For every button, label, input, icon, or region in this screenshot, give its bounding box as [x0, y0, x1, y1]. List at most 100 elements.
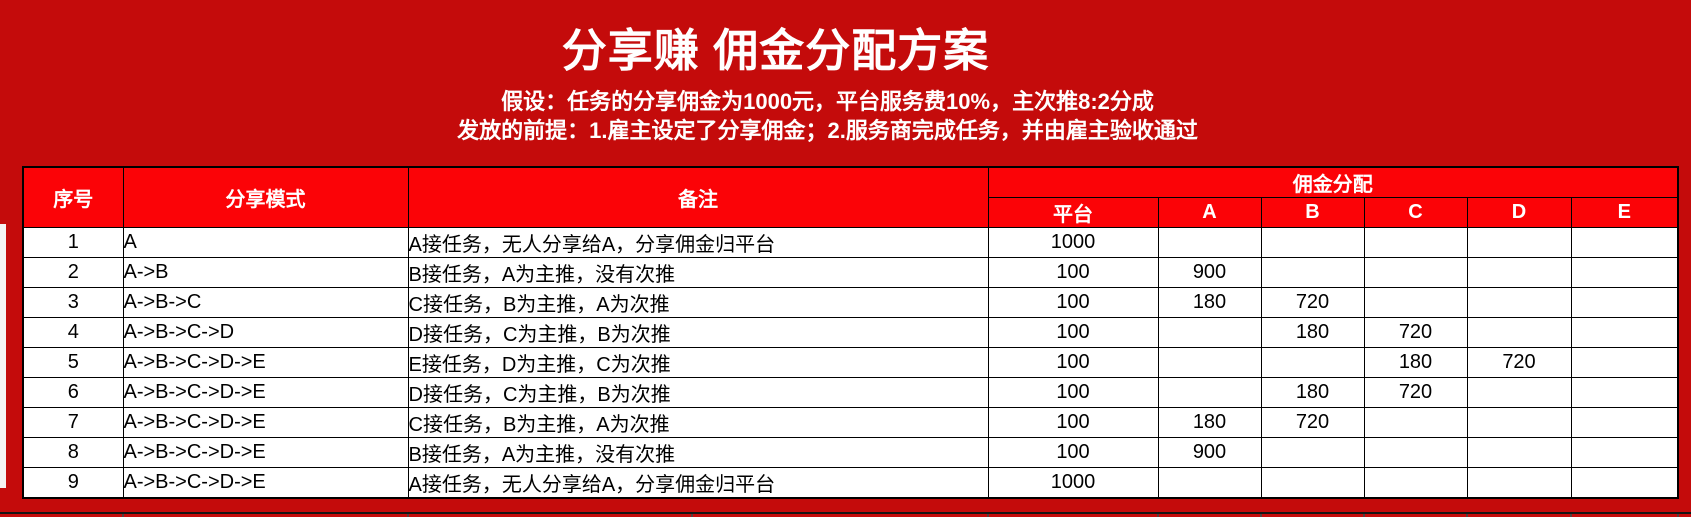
- cell-amount-c: [1363, 257, 1468, 288]
- cell-amount-e: [1570, 407, 1679, 438]
- cell-mode: A->B->C->D->E: [122, 467, 409, 499]
- table-row: 9 A->B->C->D->E A接任务，无人分享给A，分享佣金归平台 1000: [22, 467, 1679, 499]
- col-header-note: 备注: [407, 166, 989, 228]
- gridline-tick: [1157, 514, 1159, 517]
- cell-amount-platform: 1000: [987, 467, 1159, 499]
- cell-mode: A->B: [122, 257, 409, 288]
- cell-amount-platform: 1000: [987, 227, 1159, 258]
- cell-amount-a: 900: [1157, 437, 1262, 468]
- cell-amount-platform: 100: [987, 287, 1159, 318]
- gridline-tick: [691, 514, 693, 517]
- col-header-d: D: [1466, 197, 1572, 228]
- cell-mode: A->B->C: [122, 287, 409, 318]
- cell-amount-a: 180: [1157, 287, 1262, 318]
- cell-amount-b: 720: [1260, 407, 1365, 438]
- cell-amount-platform: 100: [987, 347, 1159, 378]
- cell-amount-a: [1157, 317, 1262, 348]
- cell-amount-b: 720: [1260, 287, 1365, 318]
- gridline-tick: [1466, 514, 1468, 517]
- cell-amount-c: 720: [1363, 317, 1468, 348]
- col-header-b: B: [1260, 197, 1365, 228]
- cell-mode: A->B->C->D: [122, 317, 409, 348]
- cell-amount-d: [1466, 227, 1572, 258]
- cell-amount-d: [1466, 317, 1572, 348]
- table-row: 4 A->B->C->D D接任务，C为主推，B为次推 100 180 720: [22, 317, 1679, 348]
- cell-amount-c: [1363, 407, 1468, 438]
- cell-amount-c: [1363, 227, 1468, 258]
- cell-amount-e: [1570, 467, 1679, 499]
- cell-amount-c: [1363, 467, 1468, 499]
- cell-amount-c: 180: [1363, 347, 1468, 378]
- cell-amount-e: [1570, 437, 1679, 468]
- cell-amount-b: [1260, 257, 1365, 288]
- cell-note: B接任务，A为主推，没有次推: [407, 257, 989, 288]
- cell-note: B接任务，A为主推，没有次推: [407, 437, 989, 468]
- cell-index: 1: [22, 227, 124, 258]
- cell-amount-a: [1157, 227, 1262, 258]
- cell-note: D接任务，C为主推，B为次推: [407, 317, 989, 348]
- cell-amount-d: [1466, 437, 1572, 468]
- table-row: 1 A A接任务，无人分享给A，分享佣金归平台 1000: [22, 227, 1679, 258]
- cell-amount-a: 900: [1157, 257, 1262, 288]
- gridline-tick: [122, 514, 124, 517]
- table-row: 2 A->B B接任务，A为主推，没有次推 100 900: [22, 257, 1679, 288]
- cell-amount-d: [1466, 257, 1572, 288]
- cell-amount-a: [1157, 347, 1262, 378]
- col-header-platform: 平台: [987, 197, 1159, 228]
- cell-amount-b: 180: [1260, 377, 1365, 408]
- col-header-e: E: [1570, 197, 1679, 228]
- cell-amount-platform: 100: [987, 317, 1159, 348]
- cell-note: E接任务，D为主推，C为次推: [407, 347, 989, 378]
- table-row: 7 A->B->C->D->E C接任务，B为主推，A为次推 100 180 720: [22, 407, 1679, 438]
- precondition-line: 发放的前提：1.雇主设定了分享佣金；2.服务商完成任务，并由雇主验收通过: [457, 118, 1198, 143]
- cell-amount-a: [1157, 377, 1262, 408]
- cell-amount-b: [1260, 437, 1365, 468]
- cell-amount-d: [1466, 467, 1572, 499]
- cell-index: 4: [22, 317, 124, 348]
- gridline-tick: [1260, 514, 1262, 517]
- cell-index: 5: [22, 347, 124, 378]
- cell-amount-platform: 100: [987, 437, 1159, 468]
- cell-mode: A: [122, 227, 409, 258]
- table-row: 6 A->B->C->D->E D接任务，C为主推，B为次推 100 180 720: [22, 377, 1679, 408]
- cell-amount-e: [1570, 317, 1679, 348]
- cell-amount-d: [1466, 407, 1572, 438]
- cell-index: 2: [22, 257, 124, 288]
- cell-mode: A->B->C->D->E: [122, 407, 409, 438]
- cell-amount-e: [1570, 287, 1679, 318]
- gridline-tick: [407, 514, 409, 517]
- sheet-edge-sliver: [0, 224, 6, 488]
- cell-amount-a: 180: [1157, 407, 1262, 438]
- cell-index: 7: [22, 407, 124, 438]
- cell-amount-c: 720: [1363, 377, 1468, 408]
- cell-amount-c: [1363, 287, 1468, 318]
- cell-amount-e: [1570, 347, 1679, 378]
- col-header-c: C: [1363, 197, 1468, 228]
- cell-amount-platform: 100: [987, 377, 1159, 408]
- cell-amount-b: [1260, 227, 1365, 258]
- cell-amount-c: [1363, 437, 1468, 468]
- gridline-tick: [1570, 514, 1572, 517]
- cell-amount-a: [1157, 467, 1262, 499]
- cell-index: 9: [22, 467, 124, 499]
- cell-amount-d: [1466, 377, 1572, 408]
- gridline-tick: [1677, 514, 1679, 517]
- cell-note: C接任务，B为主推，A为次推: [407, 287, 989, 318]
- assumption-line: 假设：任务的分享佣金为1000元，平台服务费10%，主次推8:2分成: [501, 89, 1154, 114]
- cell-amount-b: [1260, 467, 1365, 499]
- col-header-index: 序号: [22, 166, 124, 228]
- cell-mode: A->B->C->D->E: [122, 437, 409, 468]
- cell-amount-platform: 100: [987, 407, 1159, 438]
- cell-note: D接任务，C为主推，B为次推: [407, 377, 989, 408]
- cell-index: 8: [22, 437, 124, 468]
- cell-amount-d: [1466, 287, 1572, 318]
- cell-note: A接任务，无人分享给A，分享佣金归平台: [407, 467, 989, 499]
- cell-amount-platform: 100: [987, 257, 1159, 288]
- cell-amount-e: [1570, 377, 1679, 408]
- table-row: 3 A->B->C C接任务，B为主推，A为次推 100 180 720: [22, 287, 1679, 318]
- cell-index: 3: [22, 287, 124, 318]
- cell-amount-e: [1570, 257, 1679, 288]
- col-header-distribution: 佣金分配: [987, 166, 1679, 198]
- cell-mode: A->B->C->D->E: [122, 347, 409, 378]
- cell-note: A接任务，无人分享给A，分享佣金归平台: [407, 227, 989, 258]
